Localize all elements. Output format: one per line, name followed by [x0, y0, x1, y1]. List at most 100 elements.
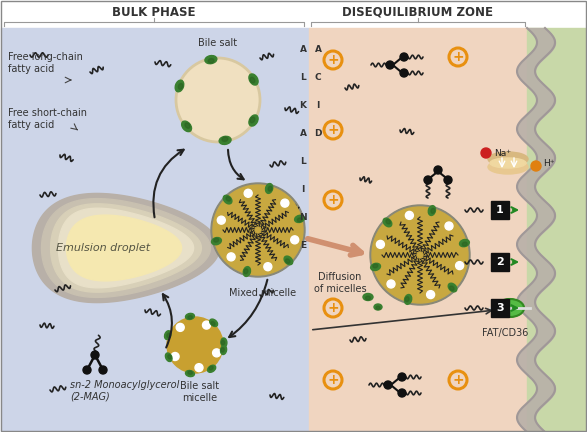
- Circle shape: [291, 236, 299, 244]
- Text: +: +: [327, 123, 339, 137]
- Bar: [491, 253, 509, 271]
- Circle shape: [376, 240, 384, 248]
- Ellipse shape: [488, 152, 528, 166]
- Ellipse shape: [210, 319, 218, 327]
- Circle shape: [386, 61, 394, 69]
- Ellipse shape: [462, 242, 467, 246]
- Ellipse shape: [450, 286, 454, 290]
- Text: +: +: [327, 373, 339, 387]
- Text: +: +: [327, 193, 339, 207]
- Ellipse shape: [298, 218, 302, 222]
- Ellipse shape: [383, 218, 392, 227]
- Ellipse shape: [405, 297, 409, 302]
- Text: +: +: [327, 301, 339, 315]
- Text: FAT/CD36: FAT/CD36: [482, 328, 528, 338]
- Text: +: +: [452, 50, 464, 64]
- Circle shape: [398, 389, 406, 397]
- Ellipse shape: [166, 353, 172, 362]
- Bar: [1, 28, 309, 431]
- Polygon shape: [42, 199, 211, 297]
- Ellipse shape: [175, 80, 184, 92]
- Ellipse shape: [250, 77, 255, 83]
- Text: Diffusion
of micelles: Diffusion of micelles: [313, 272, 366, 294]
- Circle shape: [213, 185, 303, 275]
- Circle shape: [531, 161, 541, 171]
- Text: H⁺: H⁺: [543, 159, 555, 168]
- Text: 2: 2: [496, 257, 504, 267]
- Ellipse shape: [226, 197, 231, 201]
- Text: A: A: [299, 130, 306, 139]
- Text: 1: 1: [496, 205, 504, 215]
- Text: Bile salt: Bile salt: [198, 38, 238, 48]
- Ellipse shape: [249, 74, 258, 85]
- Text: Free long-chain
fatty acid: Free long-chain fatty acid: [8, 52, 83, 73]
- Circle shape: [481, 148, 491, 158]
- Circle shape: [281, 199, 289, 207]
- Text: DISEQUILIBRIUM ZONE: DISEQUILIBRIUM ZONE: [342, 6, 494, 19]
- Bar: [491, 201, 509, 219]
- Ellipse shape: [221, 338, 227, 347]
- Ellipse shape: [211, 238, 221, 245]
- Circle shape: [227, 253, 235, 261]
- Circle shape: [398, 373, 406, 381]
- Ellipse shape: [448, 283, 457, 292]
- Polygon shape: [66, 215, 181, 281]
- Ellipse shape: [488, 160, 528, 174]
- Ellipse shape: [295, 215, 305, 222]
- Circle shape: [176, 324, 184, 331]
- Circle shape: [424, 176, 432, 184]
- Ellipse shape: [222, 137, 228, 141]
- Text: A: A: [315, 45, 322, 54]
- Ellipse shape: [429, 206, 436, 216]
- Ellipse shape: [181, 121, 191, 132]
- Circle shape: [211, 183, 305, 277]
- Text: L: L: [300, 73, 306, 83]
- Ellipse shape: [285, 259, 290, 264]
- Circle shape: [176, 58, 260, 142]
- Ellipse shape: [164, 331, 171, 340]
- Text: E: E: [300, 241, 306, 251]
- Ellipse shape: [185, 313, 194, 320]
- Text: BULK PHASE: BULK PHASE: [112, 6, 195, 19]
- Bar: [491, 299, 509, 317]
- Ellipse shape: [214, 238, 219, 242]
- Bar: [527, 28, 587, 431]
- Polygon shape: [50, 204, 201, 292]
- Ellipse shape: [373, 264, 378, 268]
- Text: +: +: [327, 53, 339, 67]
- Ellipse shape: [211, 321, 215, 325]
- Text: K: K: [299, 102, 306, 111]
- Circle shape: [99, 366, 107, 374]
- Ellipse shape: [370, 263, 380, 270]
- Circle shape: [444, 176, 452, 184]
- Text: Mixed micelle: Mixed micelle: [230, 288, 296, 298]
- Circle shape: [195, 364, 203, 372]
- Text: Na⁺: Na⁺: [494, 149, 511, 158]
- Ellipse shape: [265, 184, 273, 194]
- Text: 3: 3: [496, 303, 504, 313]
- Circle shape: [91, 351, 99, 359]
- Circle shape: [434, 166, 442, 174]
- Text: Bile salt
micelle: Bile salt micelle: [180, 381, 220, 403]
- Ellipse shape: [168, 355, 171, 359]
- Text: +: +: [452, 373, 464, 387]
- Circle shape: [384, 381, 392, 389]
- Bar: [309, 28, 527, 431]
- Polygon shape: [58, 208, 194, 288]
- Ellipse shape: [221, 340, 225, 345]
- Ellipse shape: [366, 296, 370, 300]
- Bar: [0, 0, 587, 28]
- Ellipse shape: [221, 346, 227, 355]
- Ellipse shape: [496, 299, 524, 317]
- Ellipse shape: [205, 56, 217, 64]
- Ellipse shape: [268, 186, 272, 191]
- Ellipse shape: [219, 137, 231, 144]
- Ellipse shape: [244, 269, 248, 274]
- Ellipse shape: [209, 366, 213, 370]
- Ellipse shape: [250, 117, 255, 123]
- Ellipse shape: [208, 59, 214, 63]
- Circle shape: [217, 216, 225, 224]
- Ellipse shape: [185, 123, 190, 128]
- Circle shape: [445, 222, 453, 230]
- Ellipse shape: [249, 115, 258, 126]
